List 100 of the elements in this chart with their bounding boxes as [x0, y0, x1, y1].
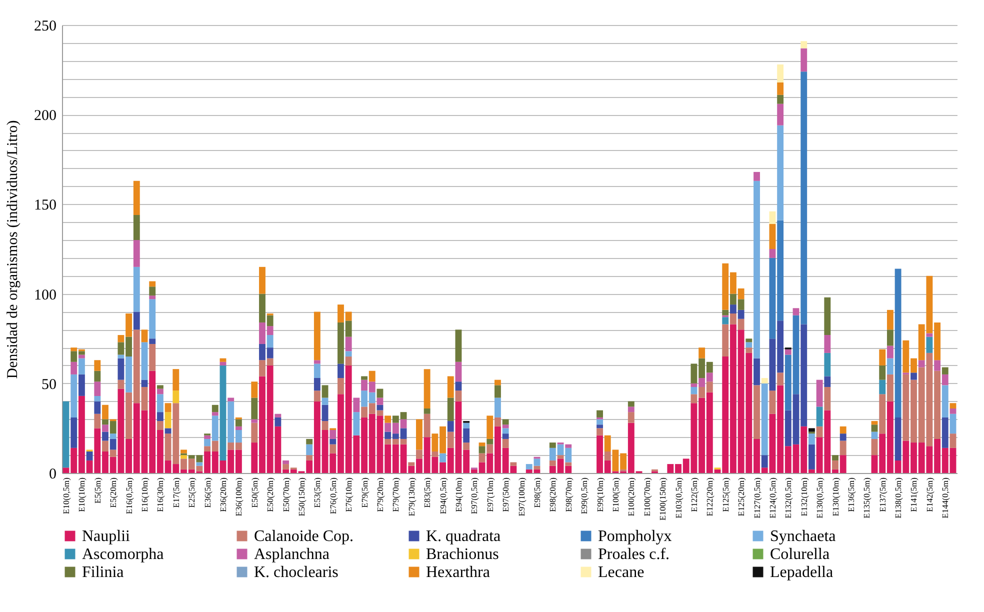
bar — [259, 266, 266, 294]
bar — [78, 374, 85, 396]
bar — [338, 378, 344, 394]
bar — [800, 48, 808, 72]
bar — [94, 370, 101, 382]
bar — [832, 455, 838, 460]
bar — [769, 224, 776, 249]
bar — [926, 336, 933, 353]
bar — [330, 430, 336, 439]
bar — [754, 358, 760, 386]
bar — [86, 451, 93, 460]
bar — [306, 455, 313, 460]
legend-label: Lecane — [598, 564, 644, 581]
bar — [149, 299, 156, 339]
bar — [777, 94, 784, 104]
bar — [361, 376, 368, 380]
x-tick-label: E127(0,5m) — [752, 477, 762, 518]
bar — [565, 462, 572, 466]
bar — [690, 386, 698, 394]
bar — [816, 426, 823, 438]
legend-label: Pompholyx — [598, 528, 672, 545]
bar — [942, 374, 948, 386]
bar — [149, 338, 156, 344]
x-tick-label: E5(20m) — [108, 477, 118, 508]
bar — [879, 349, 886, 366]
x-tick-label: E122(20m) — [704, 477, 715, 516]
bar — [754, 385, 760, 439]
bar — [502, 438, 509, 448]
bar — [502, 434, 509, 439]
bar — [502, 428, 509, 434]
bar — [220, 362, 226, 366]
bar — [368, 370, 376, 382]
legend-label: Filinia — [82, 564, 124, 581]
bar — [70, 374, 78, 418]
bar — [879, 380, 886, 394]
bar — [133, 180, 140, 215]
bar — [494, 380, 501, 386]
bar — [455, 382, 462, 391]
bar — [769, 211, 776, 224]
bar — [102, 424, 108, 432]
bar — [494, 385, 501, 398]
bar — [251, 382, 258, 398]
bar — [220, 358, 226, 362]
bar — [816, 380, 823, 407]
bar — [918, 360, 925, 368]
x-tick-label: E79(5m) — [359, 477, 370, 508]
x-tick-label: E97(10m) — [484, 477, 495, 512]
bar — [180, 450, 187, 454]
y-tick-label: 150 — [34, 198, 56, 214]
bar — [306, 444, 313, 456]
bar — [274, 417, 282, 426]
bar — [455, 330, 462, 362]
bar — [942, 417, 948, 448]
bar — [94, 382, 101, 396]
bar — [565, 444, 572, 448]
legend-label: Ascomorpha — [82, 546, 164, 563]
bar — [722, 310, 729, 316]
bar — [314, 360, 320, 364]
bar — [314, 378, 320, 391]
bar — [314, 364, 320, 378]
x-tick-label: E36(5m) — [202, 477, 212, 508]
x-tick-label: E136(5m) — [846, 477, 856, 512]
legend-label: Asplanchna — [254, 546, 330, 563]
bar — [235, 426, 242, 430]
bar — [164, 412, 172, 428]
bar — [792, 308, 800, 316]
bar — [94, 401, 101, 414]
bar — [777, 125, 784, 220]
x-tick-label: E16(30m) — [155, 477, 166, 512]
bar — [322, 398, 328, 405]
bar — [886, 358, 894, 374]
bar — [70, 417, 78, 448]
bar — [180, 455, 187, 459]
bar — [133, 214, 140, 240]
bar — [118, 380, 124, 389]
bar — [871, 424, 878, 432]
legend-label: K. choclearis — [254, 564, 338, 581]
bar — [345, 356, 352, 366]
x-tick-label: E25(5m) — [186, 477, 197, 508]
bar — [133, 266, 140, 312]
bar — [228, 398, 234, 402]
bar — [604, 451, 611, 460]
bar — [761, 378, 768, 384]
bar — [156, 421, 164, 430]
x-tick-label: E36(100m) — [234, 477, 244, 516]
x-tick-label: E98(5m) — [532, 477, 542, 508]
bar — [266, 335, 274, 348]
bar — [777, 104, 784, 126]
bar — [432, 451, 438, 457]
bar — [910, 372, 917, 380]
bar — [463, 442, 470, 450]
bar — [345, 336, 352, 352]
bar — [424, 414, 430, 438]
bar — [486, 438, 494, 444]
bar — [494, 398, 501, 418]
bar — [926, 333, 933, 337]
legend-label: Synchaeta — [770, 528, 836, 545]
legend-label: Lepadella — [770, 564, 834, 581]
bar — [156, 412, 164, 422]
bar — [141, 342, 148, 380]
